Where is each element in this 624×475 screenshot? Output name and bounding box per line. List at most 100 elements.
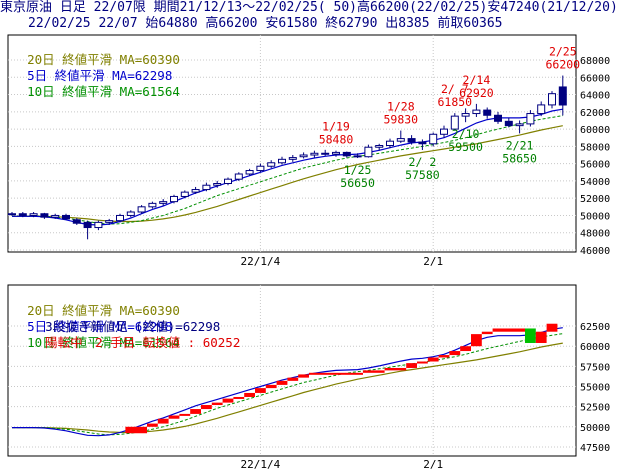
candle-body bbox=[396, 138, 405, 142]
brick-close-value: 3段抜き新値足 (終値)=62298 bbox=[45, 319, 221, 334]
brick-up bbox=[427, 357, 439, 362]
legend-ma20: 20日 終値平滑 MA=60390 bbox=[27, 303, 180, 318]
brick-up bbox=[449, 351, 461, 356]
candle-body bbox=[234, 173, 243, 180]
trough-date-label: 1/25 bbox=[344, 163, 372, 177]
y-tick-label: 52000 bbox=[580, 194, 610, 205]
candle-body bbox=[29, 213, 38, 216]
legend-ma20: 20日 終値平滑 MA=60390 bbox=[27, 52, 180, 67]
x-tick-label: 2/1 bbox=[423, 458, 443, 471]
candle-body bbox=[342, 151, 351, 157]
brick-up bbox=[481, 331, 493, 335]
trough-price-label: 58650 bbox=[502, 151, 537, 165]
ma10-line bbox=[12, 333, 563, 436]
candle-body bbox=[170, 195, 178, 203]
candle-body bbox=[526, 113, 535, 125]
candle-body bbox=[116, 214, 124, 222]
y-tick-label: 50000 bbox=[580, 211, 610, 222]
candle-body bbox=[126, 211, 135, 216]
candle-body bbox=[18, 213, 27, 216]
brick-up bbox=[406, 363, 417, 368]
ma10-line bbox=[12, 115, 563, 225]
y-tick-label: 47500 bbox=[580, 443, 610, 454]
bottom-legend: 20日 終値平滑 MA=60390 5日 終値平滑 MA=62298 10日 終… bbox=[12, 287, 180, 351]
candle-body bbox=[504, 120, 513, 127]
peak-date-label: 2/ 7 bbox=[441, 82, 469, 96]
peak-date-label: 2/25 bbox=[549, 45, 577, 59]
y-tick-label: 60000 bbox=[580, 342, 610, 353]
chart-header-line1: 東京原油 日足 22/07限 期間21/12/13～22/02/25( 50)高… bbox=[0, 0, 618, 15]
peak-price-label: 61850 bbox=[437, 95, 472, 109]
top-legend: 20日 終値平滑 MA=60390 5日 終値平滑 MA=62298 10日 終… bbox=[12, 36, 180, 100]
candle-body bbox=[299, 154, 308, 158]
y-tick-label: 46000 bbox=[580, 246, 610, 257]
brick-up bbox=[535, 331, 547, 343]
x-tick-label: 22/1/4 bbox=[241, 255, 281, 268]
brick-up bbox=[276, 380, 288, 385]
candle-body bbox=[159, 201, 168, 204]
brick-up bbox=[438, 355, 450, 358]
chart-header-line2: 22/02/25 22/07 始64880 高66200 安61580 終627… bbox=[28, 16, 503, 31]
peak-price-label: 59830 bbox=[383, 113, 418, 127]
brick-up bbox=[363, 370, 385, 373]
y-tick-label: 56000 bbox=[580, 160, 610, 171]
bottom-panel-bricks bbox=[125, 323, 558, 434]
brick-down bbox=[525, 328, 536, 343]
brick-up bbox=[190, 409, 201, 414]
brick-up bbox=[417, 361, 428, 364]
bottom-panel-x-axis: 22/1/4 2/1 bbox=[241, 458, 444, 471]
ma5-line bbox=[12, 108, 563, 226]
legend-ma5: 5日 終値平滑 MA=62298 bbox=[27, 319, 173, 334]
candle-body bbox=[461, 113, 470, 117]
bottom-subtitle: 3段抜き新値足 (終値)=62298 陽転中 2 手目 転換値 : 60252 bbox=[30, 303, 240, 351]
y-tick-label: 66000 bbox=[580, 73, 610, 84]
candle-body bbox=[105, 220, 114, 223]
candle-body bbox=[310, 152, 319, 156]
x-tick-label: 2/1 bbox=[423, 255, 443, 268]
brick-up bbox=[222, 398, 234, 403]
brick-up bbox=[179, 413, 191, 416]
brick-up bbox=[244, 392, 255, 397]
peak-price-label: 62920 bbox=[459, 86, 494, 100]
y-tick-label: 50000 bbox=[580, 423, 610, 434]
candle-body bbox=[472, 109, 481, 115]
brick-up bbox=[255, 388, 266, 393]
peak-price-label: 58480 bbox=[319, 133, 354, 147]
y-tick-label: 62500 bbox=[580, 322, 610, 333]
candle-body bbox=[245, 170, 254, 175]
y-tick-label: 68000 bbox=[580, 56, 610, 67]
candle-body bbox=[558, 86, 567, 106]
brick-up bbox=[201, 405, 212, 410]
trough-price-label: 56650 bbox=[340, 176, 375, 190]
trough-price-label: 59500 bbox=[448, 140, 483, 154]
candle-body bbox=[180, 191, 189, 197]
y-tick-label: 62000 bbox=[580, 108, 610, 119]
brick-up bbox=[265, 384, 277, 389]
legend-ma10: 10日 終値平滑 MA=61564 bbox=[27, 84, 180, 99]
candle-body bbox=[537, 104, 546, 115]
y-tick-label: 48000 bbox=[580, 229, 610, 240]
candle-body bbox=[407, 138, 416, 143]
candle-body bbox=[202, 184, 211, 191]
brick-up bbox=[309, 372, 363, 375]
candle-body bbox=[494, 114, 502, 122]
brick-up bbox=[287, 377, 299, 381]
candle-body bbox=[40, 213, 49, 218]
trough-date-label: 2/ 2 bbox=[409, 155, 437, 169]
x-tick-label: 22/1/4 bbox=[241, 458, 281, 471]
trough-date-label: 2/10 bbox=[452, 127, 480, 141]
candle-body bbox=[429, 133, 438, 145]
bottom-panel-y-axis: 47500 50000 52500 55000 57500 60000 62500 bbox=[580, 322, 610, 454]
legend-ma5: 5日 終値平滑 MA=62298 bbox=[27, 68, 173, 83]
ma20-line bbox=[12, 125, 563, 223]
brick-up bbox=[384, 367, 407, 371]
ma20-line bbox=[12, 342, 563, 433]
candle-body bbox=[224, 178, 232, 185]
brick-up bbox=[298, 374, 309, 378]
brick-up bbox=[211, 402, 223, 406]
candle-body bbox=[148, 202, 157, 208]
candle-body bbox=[483, 109, 492, 116]
candle-body bbox=[288, 157, 297, 160]
candle-body bbox=[256, 165, 265, 172]
